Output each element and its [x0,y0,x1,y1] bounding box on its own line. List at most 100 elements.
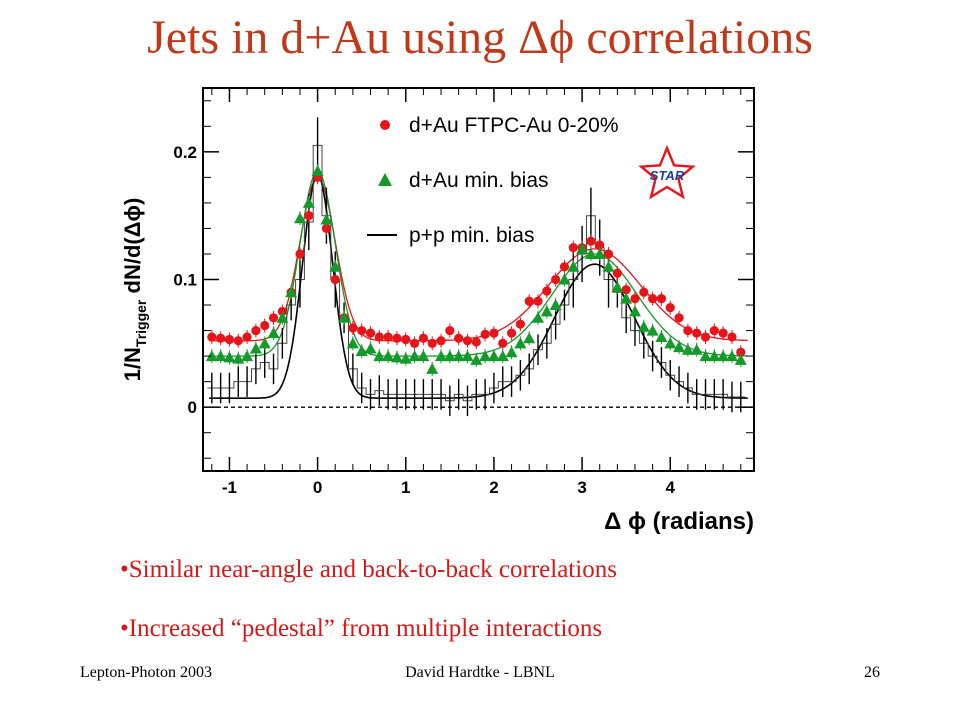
data-point-circle [348,323,358,333]
data-point-triangle [681,343,694,355]
pp-histogram [207,117,746,417]
data-point-triangle [338,311,351,323]
data-point-circle [409,338,420,348]
data-point-circle [524,296,534,306]
data-point-circle [383,332,393,342]
data-point-triangle [496,350,509,362]
data-point-triangle [452,350,465,362]
data-point-triangle [593,247,606,259]
data-point-triangle [479,350,492,362]
bullet-near-angle: •Similar near-angle and back-to-back cor… [120,556,617,583]
data-point-triangle [390,351,403,363]
data-point-triangle [611,281,624,293]
data-point-triangle [734,353,747,365]
data-point-circle [665,302,675,313]
data-point-circle [656,294,667,304]
data-point-circle [233,336,243,346]
data-point-circle [542,286,552,296]
data-point-triangle [505,346,518,358]
data-point-triangle [285,286,298,298]
star-logo-text: STAR [650,168,685,183]
data-point-circle [251,325,261,336]
data-point-circle [427,338,437,348]
data-point-triangle [628,305,641,317]
star-logo-shape [638,144,696,200]
data-point-circle [515,319,525,329]
data-point-circle [612,268,622,278]
data-point-circle [480,329,490,339]
data-point-triangle [532,311,545,323]
data-point-triangle [673,341,686,353]
data-point-triangle [267,327,280,339]
data-point-triangle [514,337,527,349]
data-point-triangle [408,350,421,362]
data-point-circle [418,333,428,343]
data-point-triangle [558,273,571,285]
data-point-triangle [487,350,500,362]
data-point-triangle [576,242,589,254]
chart-figure: -1 0 1 2 3 4 0 0.1 0.2 Δ ϕ (radians) 1/NTrigger dN… [100,78,780,548]
data-point-circle [401,334,411,345]
data-point-circle [330,274,340,285]
data-point-triangle [523,332,536,344]
data-point-circle [260,320,270,331]
x-tick-label: 3 [577,478,586,497]
data-point-circle [207,332,217,342]
data-point-triangle [567,260,580,272]
data-point-triangle [241,350,254,362]
data-point-circle [321,223,332,234]
data-point-triangle [584,247,597,259]
data-point-circle [595,240,605,250]
data-point-circle [692,328,702,338]
data-point-triangle [708,350,721,362]
data-point-circle [736,347,746,357]
data-point-circle [392,333,402,343]
data-point-triangle [655,330,668,342]
data-point-triangle [364,342,377,354]
data-point-triangle [426,362,439,374]
data-point-triangle [302,196,315,208]
y-axis-label-group: 1/NTrigger dN/d(Δϕ) [120,198,149,382]
footer-author: David Hardtke - LBNL [405,664,555,681]
footer-page-number: 26 [864,664,880,681]
data-point-triangle [329,260,342,272]
correlation-chart: -1 0 1 2 3 4 0 0.1 0.2 Δ ϕ (radians) 1/NTrigger dN… [120,87,755,535]
plot-frame [202,87,755,472]
data-point-circle [462,336,473,346]
data-point-circle [709,325,719,336]
data-point-triangle [346,337,359,349]
axes: -1 0 1 2 3 4 0 0.1 0.2 Δ ϕ (radians) 1/NTrigger dN… [120,88,754,535]
data-point-circle [374,332,384,342]
footer-conference: Lepton-Photon 2003 [80,664,212,681]
data-point-circle [603,249,614,259]
data-point-circle [630,294,640,304]
legend: d+Au FTPC-Au 0-20% d+Au min. bias p+p min.… [367,114,619,247]
data-point-circle [533,296,543,306]
data-point-circle [242,332,252,342]
data-point-triangle [646,324,659,336]
data-point-circle [621,285,631,295]
data-point-triangle [725,350,738,362]
data-point-triangle [435,350,448,362]
data-point-circle [295,249,305,259]
data-point-triangle [249,342,262,354]
data-point-triangle [549,299,562,311]
data-point-circle [683,325,693,336]
data-point-triangle [373,350,386,362]
data-point-circle [568,242,578,253]
data-point-triangle [311,164,324,176]
data-point-circle [639,287,649,297]
data-point-circle [586,236,596,246]
x-tick-label: -1 [222,478,237,497]
slide-title: Jets in d+Au using Δϕ correlations [147,11,813,64]
legend-label: d+Au FTPC-Au 0-20% [409,114,619,137]
data-point-triangle [664,337,677,349]
star-logo: STAR [638,144,696,200]
y-tick-label: 0.2 [173,143,197,162]
data-point-triangle [620,292,633,304]
legend-marker-triangle [378,173,392,186]
data-point-triangle [258,337,271,349]
fit-curve [209,174,748,399]
data-point-circle [471,337,481,347]
data-point-circle [454,333,464,343]
